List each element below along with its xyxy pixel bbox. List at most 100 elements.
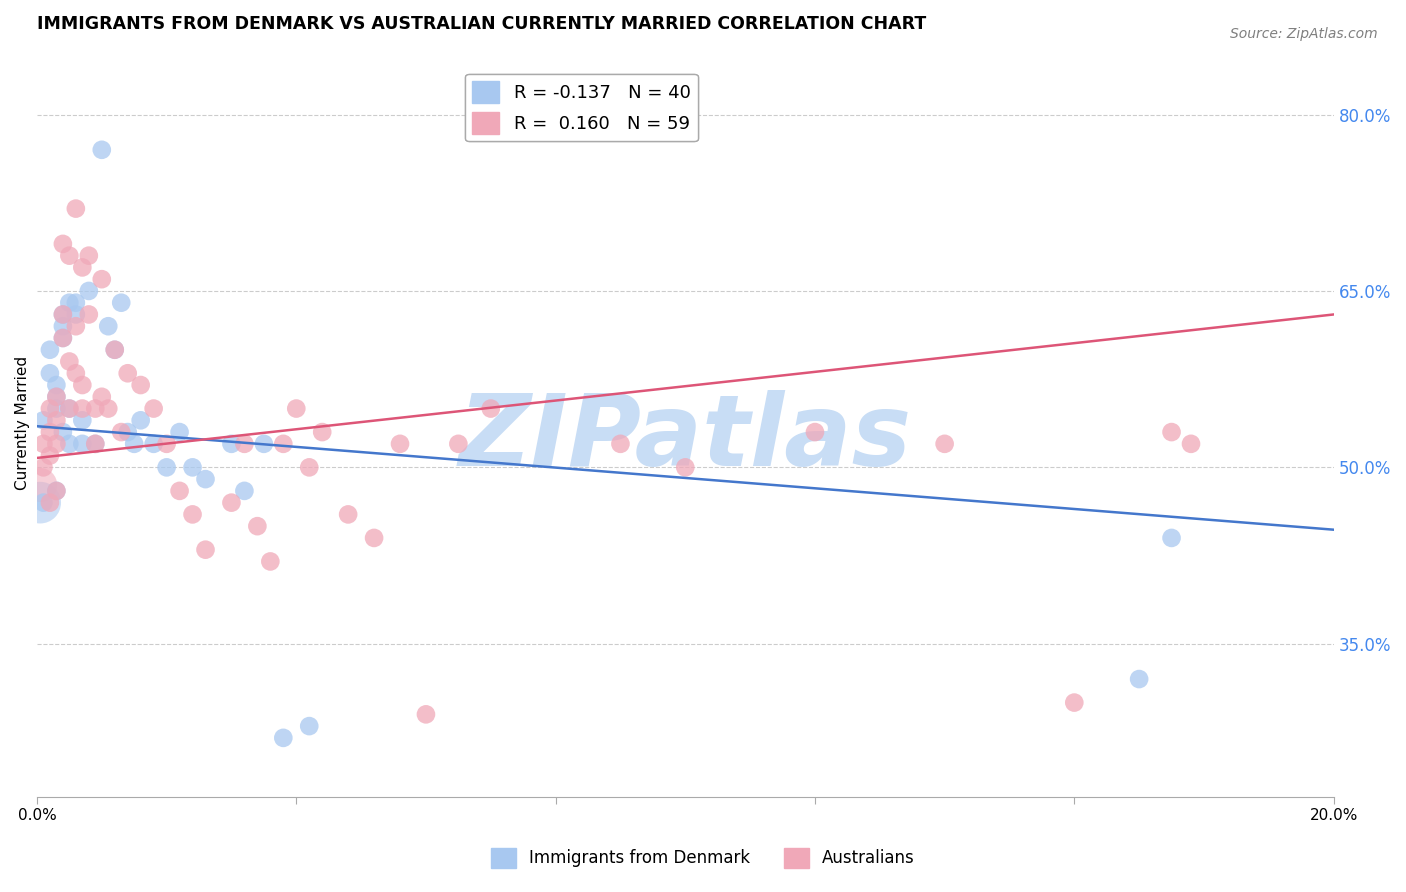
Point [32,496,55,510]
Point [65,202,87,216]
Point [32,437,55,451]
Point [45,390,67,404]
Point [1160,425,1182,439]
Text: Source: ZipAtlas.com: Source: ZipAtlas.com [1230,27,1378,41]
Text: IMMIGRANTS FROM DENMARK VS AUSTRALIAN CURRENTLY MARRIED CORRELATION CHART: IMMIGRANTS FROM DENMARK VS AUSTRALIAN CU… [37,15,927,33]
Point [156,437,179,451]
Point [97,401,120,416]
Point [1180,437,1202,451]
Point [45,413,67,427]
Point [298,460,321,475]
Point [65,308,87,322]
Point [298,719,321,733]
Point [142,437,165,451]
Point [84,437,107,451]
Point [45,390,67,404]
Point [934,437,956,451]
Point [38,496,60,510]
Point [673,460,696,475]
Point [233,437,256,451]
Point [65,295,87,310]
Point [129,378,152,392]
Point [77,249,100,263]
Point [97,319,120,334]
Point [52,331,75,345]
Point [52,236,75,251]
Point [273,731,295,745]
Point [363,531,385,545]
Legend: Immigrants from Denmark, Australians: Immigrants from Denmark, Australians [485,841,921,875]
Point [447,437,470,451]
Point [38,425,60,439]
Point [273,437,295,451]
Point [389,437,412,451]
Point [156,460,179,475]
Point [72,378,94,392]
Point [52,308,75,322]
Point [129,413,152,427]
Point [45,437,67,451]
Point [253,437,276,451]
Point [77,284,100,298]
Point [1063,696,1085,710]
Point [221,437,243,451]
Point [246,519,269,533]
Point [72,437,94,451]
Point [58,249,80,263]
Point [104,343,127,357]
Point [285,401,308,416]
Point [30,478,52,492]
Point [90,272,112,286]
Point [169,483,191,498]
Legend: R = -0.137   N = 40, R =  0.160   N = 59: R = -0.137 N = 40, R = 0.160 N = 59 [465,74,697,141]
Point [72,260,94,275]
Point [32,413,55,427]
Point [117,425,139,439]
Point [38,366,60,380]
Point [65,319,87,334]
Point [84,437,107,451]
Point [58,401,80,416]
Point [52,308,75,322]
Point [110,295,132,310]
Point [479,401,502,416]
Point [90,390,112,404]
Point [110,425,132,439]
Point [181,508,204,522]
Point [84,401,107,416]
Text: ZIPatlas: ZIPatlas [458,390,912,487]
Point [415,707,437,722]
Point [30,496,52,510]
Point [72,401,94,416]
Point [194,472,217,486]
Point [221,496,243,510]
Point [77,308,100,322]
Y-axis label: Currently Married: Currently Married [15,356,30,491]
Point [32,460,55,475]
Point [104,343,127,357]
Point [609,437,631,451]
Point [1128,672,1150,686]
Point [804,425,827,439]
Point [38,343,60,357]
Point [90,143,112,157]
Point [45,483,67,498]
Point [58,354,80,368]
Point [58,437,80,451]
Point [52,331,75,345]
Point [45,483,67,498]
Point [117,366,139,380]
Point [181,460,204,475]
Point [52,425,75,439]
Point [311,425,333,439]
Point [58,295,80,310]
Point [233,483,256,498]
Point [337,508,360,522]
Point [52,319,75,334]
Point [194,542,217,557]
Point [259,554,281,568]
Point [38,449,60,463]
Point [142,401,165,416]
Point [1160,531,1182,545]
Point [58,401,80,416]
